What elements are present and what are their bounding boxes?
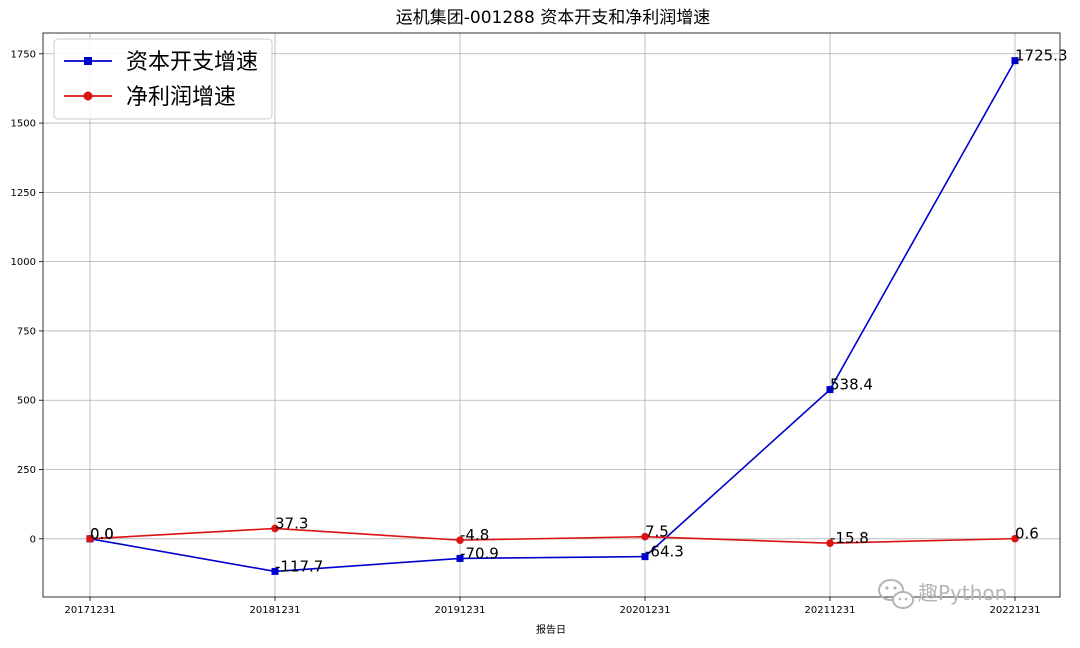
data-label: 37.3 <box>275 514 308 532</box>
x-tick-label: 20191231 <box>435 605 486 616</box>
data-label: -70.9 <box>460 544 499 562</box>
series-line <box>89 527 1016 544</box>
grid <box>43 33 1060 597</box>
data-label: -64.3 <box>645 543 684 561</box>
data-point <box>826 386 834 394</box>
data-point <box>1011 534 1019 543</box>
y-tick-label: 1000 <box>11 257 36 268</box>
y-tick-label: 250 <box>17 465 36 476</box>
series-2 <box>86 524 1019 547</box>
y-tick-label: 1250 <box>11 188 36 199</box>
data-point <box>641 553 649 561</box>
data-label: 538.4 <box>830 376 873 394</box>
y-tick-label: 500 <box>17 396 36 407</box>
x-tick-label: 20171231 <box>65 605 116 616</box>
data-label: 1725.3 <box>1015 47 1068 65</box>
y-tick-label: 750 <box>17 326 36 337</box>
data-point <box>86 534 94 543</box>
x-tick-label: 20221231 <box>990 605 1041 616</box>
y-tick-label: 1750 <box>11 49 36 60</box>
legend-label: 资本开支增速 <box>126 50 258 75</box>
data-label: -4.8 <box>460 526 489 544</box>
data-label: -117.7 <box>275 557 323 575</box>
x-tick-label: 20211231 <box>805 605 856 616</box>
data-point <box>641 532 649 541</box>
data-point <box>271 567 279 575</box>
data-labels: 0.0-117.7-70.9 -64.3538.41725.30.037.3-4.… <box>90 47 1068 576</box>
watermark-text: 趣Python <box>918 581 1007 605</box>
data-label: 0.0 <box>90 525 114 543</box>
data-label: 7.5 <box>645 523 669 541</box>
x-axis-label: 报告日 <box>536 623 566 636</box>
y-tick-label: 0 <box>30 534 36 545</box>
data-label: -15.8 <box>830 529 869 547</box>
y-tick-label: 1500 <box>11 119 36 130</box>
data-point <box>271 524 279 533</box>
x-tick-label: 20181231 <box>250 605 301 616</box>
data-point <box>826 539 834 547</box>
x-tick-label: 20201231 <box>620 605 671 616</box>
wechat-icon <box>878 579 914 609</box>
data-point <box>456 554 464 562</box>
legend-label: 净利润增速 <box>126 85 236 110</box>
series-line <box>89 60 1016 573</box>
data-point <box>456 536 464 544</box>
legend-marker <box>84 57 92 65</box>
plot-frame <box>42 32 1061 598</box>
data-label: 0.0 <box>90 525 114 543</box>
axes: 20171231 20181231 20191231 20201231 20211231… <box>11 32 1061 616</box>
data-label: 0.6 <box>1015 525 1039 543</box>
data-point <box>1011 57 1019 65</box>
legend-box <box>53 38 273 120</box>
watermark: 趣Python <box>878 579 1007 609</box>
legend-marker <box>83 91 93 101</box>
chart-title: 运机集团-001288 资本开支和净利润增速 <box>396 8 710 28</box>
series <box>86 57 1019 575</box>
